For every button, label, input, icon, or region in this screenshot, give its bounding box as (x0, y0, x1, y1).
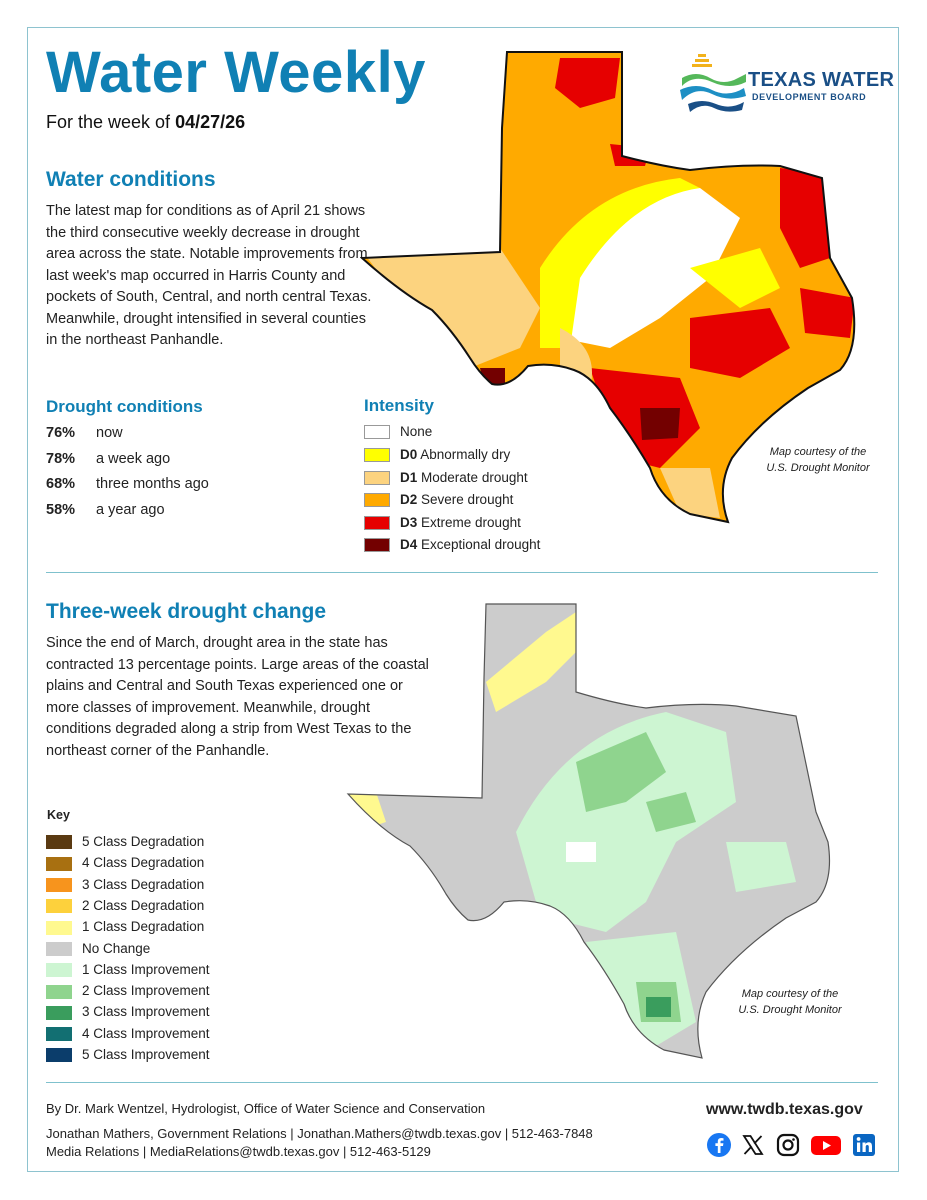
key-label: 1 Class Improvement (82, 961, 210, 977)
intensity-label: Exceptional drought (421, 537, 541, 552)
courtesy-line-2: U.S. Drought Monitor (738, 1004, 842, 1016)
key-item: 1 Class Degradation (46, 919, 204, 937)
key-label: 3 Class Degradation (82, 876, 205, 892)
week-subtitle: For the week of 04/27/26 (46, 112, 245, 133)
author-line: By Dr. Mark Wentzel, Hydrologist, Office… (46, 1101, 486, 1116)
intensity-code: D2 (400, 492, 418, 507)
logo-subtext: DEVELOPMENT BOARD (752, 92, 867, 102)
key-label: 5 Class Degradation (82, 834, 205, 849)
key-swatch (46, 963, 72, 978)
key-swatch (46, 1005, 72, 1020)
intensity-code: D1 (400, 470, 418, 485)
linkedin-icon[interactable] (851, 1132, 877, 1158)
map1-courtesy: Map courtesy of the U.S. Drought Monitor (748, 444, 888, 476)
key-heading: Key (47, 808, 70, 822)
legend-swatch (364, 516, 390, 531)
key-item: 5 Class Degradation (46, 834, 204, 852)
key-item: 4 Class Degradation (46, 855, 204, 873)
drought-conditions-heading: Drought conditions (46, 397, 203, 416)
change-map (346, 603, 831, 1059)
three-week-body: Since the end of March, drought area in … (46, 635, 429, 759)
website-link[interactable]: www.twdb.texas.gov (706, 1101, 863, 1118)
key-label: 3 Class Improvement (82, 1004, 210, 1020)
intensity-item: D0 Abnormally dry (364, 447, 510, 465)
drought-map (360, 51, 856, 524)
subtitle-date: 04/27/26 (175, 112, 246, 132)
facebook-icon[interactable] (706, 1132, 732, 1158)
x-icon[interactable] (740, 1132, 766, 1158)
key-swatch (46, 878, 72, 893)
key-item: 4 Class Improvement (46, 1026, 210, 1044)
three-week-heading: Three-week drought change (46, 600, 327, 623)
intensity-label: Moderate drought (421, 470, 528, 485)
stat-week-ago: 78% a week ago (46, 451, 171, 467)
legend-swatch (364, 448, 390, 463)
intensity-item: D1 Moderate drought (364, 470, 528, 488)
key-swatch (46, 941, 72, 956)
key-label: 1 Class Degradation (82, 919, 205, 935)
intensity-item: D3 Extreme drought (364, 515, 521, 533)
key-swatch (46, 1027, 72, 1042)
key-label: 4 Class Degradation (82, 855, 205, 871)
contact-gov-relations: Jonathan Mathers, Government Relations |… (46, 1126, 593, 1141)
key-item: 5 Class Improvement (46, 1047, 210, 1065)
stat-year-ago: 58% a year ago (46, 502, 165, 518)
intensity-code: D3 (400, 515, 418, 530)
courtesy-line-2: U.S. Drought Monitor (766, 462, 870, 474)
key-item: 2 Class Degradation (46, 898, 204, 916)
legend-swatch (364, 538, 390, 553)
legend-swatch (364, 425, 390, 440)
key-label: 4 Class Improvement (82, 1025, 210, 1041)
key-label: 2 Class Degradation (82, 897, 205, 913)
key-label: 5 Class Improvement (82, 1047, 210, 1062)
instagram-icon[interactable] (775, 1132, 801, 1158)
intensity-label: None (400, 424, 433, 439)
key-item: 1 Class Improvement (46, 962, 210, 980)
legend-swatch (364, 471, 390, 486)
legend-swatch (364, 493, 390, 508)
key-item: 3 Class Degradation (46, 877, 204, 895)
intensity-item: None (364, 424, 432, 442)
key-swatch (46, 920, 72, 935)
key-label: No Change (82, 940, 151, 956)
subtitle-prefix: For the week of (46, 112, 176, 132)
key-swatch (46, 1048, 72, 1063)
key-swatch (46, 856, 72, 871)
water-conditions-body: The latest map for conditions as of Apri… (46, 203, 372, 348)
courtesy-line-1: Map courtesy of the (769, 446, 867, 458)
intensity-code: D4 (400, 537, 418, 552)
intensity-label: Severe drought (421, 492, 514, 507)
logo-name: TEXAS WATER (748, 69, 895, 91)
key-item: No Change (46, 941, 150, 959)
key-item: 3 Class Improvement (46, 1004, 210, 1022)
page-frame (27, 27, 899, 1172)
key-item: 2 Class Improvement (46, 983, 210, 1001)
intensity-heading: Intensity (364, 396, 434, 415)
section-divider (46, 572, 878, 573)
contact-media-relations: Media Relations | MediaRelations@twdb.te… (46, 1144, 431, 1159)
twdb-logo-icon (680, 54, 746, 112)
stat-three-months: 68% three months ago (46, 476, 209, 492)
key-swatch (46, 835, 72, 850)
intensity-item: D2 Severe drought (364, 492, 513, 510)
stat-now: 76% now (46, 425, 123, 441)
intensity-label: Extreme drought (421, 515, 521, 530)
intensity-code: D0 (400, 447, 418, 462)
youtube-icon[interactable] (810, 1132, 842, 1158)
intensity-label: Abnormally dry (420, 447, 511, 462)
key-swatch (46, 984, 72, 999)
courtesy-line-1: Map courtesy of the (741, 988, 839, 1000)
water-conditions-heading: Water conditions (46, 168, 216, 191)
key-label: 2 Class Improvement (82, 983, 210, 999)
intensity-item: D4 Exceptional drought (364, 537, 540, 555)
key-swatch (46, 899, 72, 914)
page-title: Water Weekly (46, 40, 426, 105)
map2-courtesy: Map courtesy of the U.S. Drought Monitor (720, 986, 860, 1018)
footer-divider (46, 1082, 878, 1083)
